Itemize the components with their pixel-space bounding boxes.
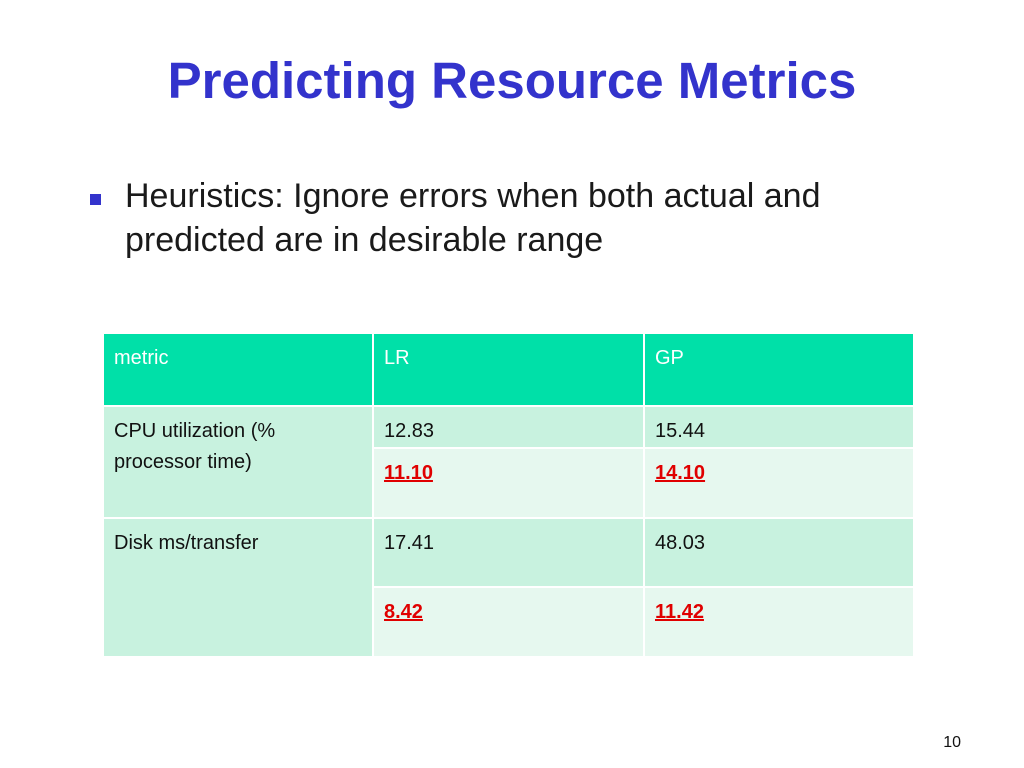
table-row: 11.10 14.10 (103, 447, 915, 519)
gp-value-cell: 11.42 (643, 586, 915, 658)
metrics-table: metric LR GP CPU utilization (% processo… (102, 332, 915, 658)
lr-value-cell: 12.83 (372, 405, 645, 449)
highlighted-value: 11.42 (655, 601, 704, 623)
header-cell-metric: metric (102, 332, 374, 407)
lr-value-cell: 17.41 (372, 517, 645, 588)
lr-value-cell: 11.10 (372, 447, 645, 519)
table-row: CPU utilization (% processor time) 12.83… (102, 405, 915, 519)
header-cell-gp: GP (643, 332, 915, 407)
gp-value-cell: 48.03 (643, 517, 915, 588)
table-header-row: metric LR GP (102, 332, 915, 407)
highlighted-value: 14.10 (655, 462, 706, 484)
table-row: Disk ms/transfer 17.41 48.03 (102, 517, 915, 658)
metric-name-cell: Disk ms/transfer (102, 517, 374, 658)
metric-name-cell: CPU utilization (% processor time) (102, 405, 374, 519)
gp-value-cell: 15.44 (643, 405, 915, 449)
header-cell-lr: LR (372, 332, 645, 407)
slide-title: Predicting Resource Metrics (167, 52, 857, 109)
table-row: 8.42 11.42 (103, 586, 915, 658)
highlighted-value: 11.10 (384, 462, 433, 484)
gp-value-cell: 14.10 (643, 447, 915, 519)
highlighted-value: 8.42 (384, 601, 423, 623)
lr-value-cell: 8.42 (372, 586, 645, 658)
page-number: 10 (943, 734, 961, 751)
bullet-text: Heuristics: Ignore errors when both actu… (125, 177, 821, 259)
square-bullet-icon (90, 194, 101, 205)
